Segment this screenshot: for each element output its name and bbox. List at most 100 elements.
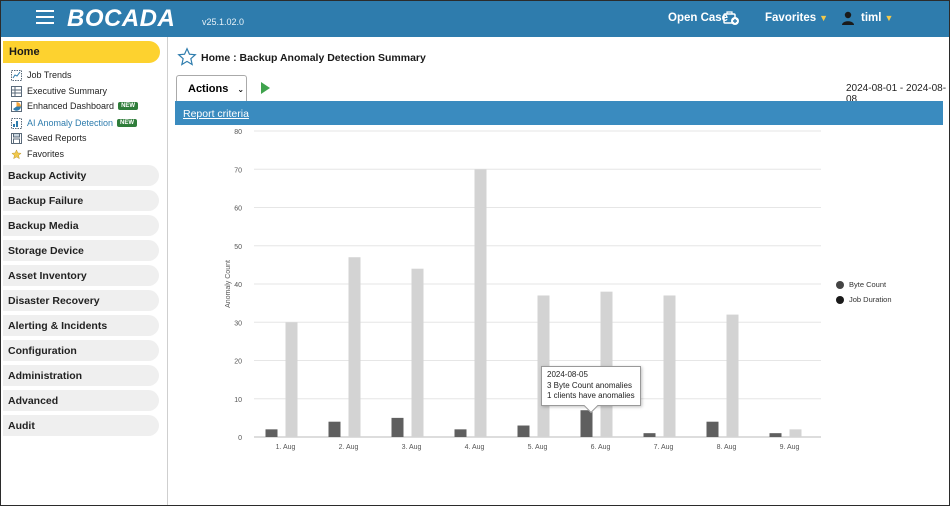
sidebar-item-label: Favorites [27, 149, 65, 159]
legend-dot [836, 295, 844, 304]
sidebar-item-label: Enhanced Dashboard [27, 101, 115, 111]
x-tick-label: 5. Aug [528, 444, 548, 451]
bar-job-duration[interactable] [663, 295, 676, 437]
y-tick-label: 80 [234, 129, 242, 136]
legend-dot [836, 280, 844, 289]
sidebar-section-backup-activity[interactable]: Backup Activity [3, 165, 159, 186]
bar-job-duration[interactable] [726, 314, 739, 437]
tooltip-date: 2024-08-05 [547, 370, 588, 379]
x-tick-label: 9. Aug [780, 444, 800, 451]
sidebar-item-label: Executive Summary [27, 86, 108, 96]
favorite-star-icon[interactable] [177, 47, 197, 67]
bar-byte-count[interactable] [643, 433, 656, 437]
chart-tooltip: 2024-08-05 3 Byte Count anomalies 1 clie… [541, 366, 641, 414]
bar-job-duration[interactable] [411, 268, 424, 437]
tooltip-clients: 1 clients have anomalies [547, 391, 635, 400]
sidebar-item-job-trends[interactable]: Job Trends [11, 68, 72, 82]
new-badge: NEW [118, 102, 139, 110]
bar-byte-count[interactable] [391, 417, 404, 437]
y-axis-label: Anomaly Count [225, 260, 232, 308]
favorites-dropdown[interactable]: Favorites ▼ [765, 12, 828, 24]
bar-byte-count[interactable] [706, 421, 719, 437]
bar-job-duration[interactable] [600, 291, 613, 437]
bar-job-duration[interactable] [474, 169, 487, 437]
chevron-down-icon: ▼ [884, 13, 894, 23]
hamburger-menu-icon[interactable] [36, 10, 54, 26]
sidebar-section-alerting-incidents[interactable]: Alerting & Incidents [3, 315, 159, 336]
sidebar-section-disaster-recovery[interactable]: Disaster Recovery [3, 290, 159, 311]
saved-reports-icon [11, 132, 22, 144]
sidebar-item-enhanced-dashboard[interactable]: Enhanced Dashboard NEW [11, 99, 139, 113]
bar-byte-count[interactable] [769, 433, 782, 437]
favorites-label: Favorites [765, 12, 817, 24]
actions-label: Actions [188, 83, 229, 95]
x-tick-label: 4. Aug [465, 444, 485, 451]
user-icon[interactable] [841, 11, 855, 25]
y-tick-label: 50 [234, 244, 242, 251]
y-tick-label: 20 [234, 359, 242, 366]
legend-label: Byte Count [849, 280, 887, 289]
bar-byte-count[interactable] [454, 429, 467, 437]
report-criteria-bar: Report criteria [175, 101, 943, 125]
tooltip-byte-count: 3 Byte Count anomalies [547, 380, 632, 390]
bar-byte-count[interactable] [328, 421, 341, 437]
sidebar-item-label: Job Trends [27, 70, 72, 80]
bar-job-duration[interactable] [348, 257, 361, 437]
chevron-down-icon: ▼ [819, 13, 829, 23]
star-icon [11, 148, 22, 160]
sidebar-section-backup-media[interactable]: Backup Media [3, 215, 159, 236]
legend-label: Job Duration [849, 295, 892, 304]
username-label: timl [861, 12, 882, 24]
anomaly-bar-chart: 0 10 20 30 40 50 60 70 80 Anomaly Count 1. Aug 2. A… [225, 129, 821, 451]
sidebar-item-label: AI Anomaly Detection [27, 118, 114, 128]
y-tick-label: 10 [234, 397, 242, 404]
breadcrumb: Home : Backup Anomaly Detection Summary [201, 52, 426, 64]
sidebar-item-ai-anomaly-detection[interactable]: AI Anomaly Detection NEW [11, 116, 138, 130]
chevron-down-icon: ⌄ [237, 85, 245, 94]
anomaly-chart: 0 10 20 30 40 50 60 70 80 Anomaly Count 1. Aug 2. A… [175, 125, 949, 505]
sidebar-section-administration[interactable]: Administration [3, 365, 159, 386]
sidebar: Home Job Trends Executive Summary Enhanc… [1, 37, 168, 505]
run-report-play-icon[interactable] [261, 82, 270, 94]
new-badge: NEW [117, 119, 138, 127]
sidebar-section-audit[interactable]: Audit [3, 415, 159, 436]
version-label: v25.1.02.0 [202, 17, 245, 27]
sidebar-section-asset-inventory[interactable]: Asset Inventory [3, 265, 159, 286]
anomaly-icon [11, 117, 22, 129]
sidebar-item-favorites[interactable]: Favorites [11, 147, 64, 161]
user-dropdown[interactable]: timl ▼ [861, 12, 893, 24]
bar-byte-count[interactable] [265, 429, 278, 437]
sidebar-section-storage-device[interactable]: Storage Device [3, 240, 159, 261]
legend-item-byte-count[interactable]: Byte Count [836, 280, 886, 289]
actions-dropdown[interactable]: Actions ⌄ [176, 75, 247, 101]
y-tick-label: 0 [238, 435, 242, 442]
bar-job-duration[interactable] [789, 429, 802, 437]
bar-byte-count[interactable] [580, 410, 593, 437]
sidebar-section-advanced[interactable]: Advanced [3, 390, 159, 411]
sidebar-item-executive-summary[interactable]: Executive Summary [11, 84, 107, 98]
y-tick-label: 70 [234, 167, 242, 174]
x-tick-label: 1. Aug [276, 444, 296, 451]
date-range: 2024-08-01 - 2024-08-08 [846, 83, 947, 105]
sidebar-item-home[interactable]: Home [3, 41, 160, 63]
sidebar-item-label: Saved Reports [27, 133, 87, 143]
bar-byte-count[interactable] [517, 425, 530, 437]
y-tick-label: 40 [234, 282, 242, 289]
sidebar-section-configuration[interactable]: Configuration [3, 340, 159, 361]
dashboard-icon [11, 100, 22, 112]
x-tick-label: 7. Aug [654, 444, 674, 451]
x-tick-label: 2. Aug [339, 444, 359, 451]
x-tick-label: 6. Aug [591, 444, 611, 451]
bocada-logo[interactable]: BOCADA [67, 5, 176, 32]
open-case-link[interactable]: Open Case [668, 12, 729, 24]
x-tick-label: 8. Aug [717, 444, 737, 451]
y-tick-label: 30 [234, 320, 242, 327]
report-criteria-link[interactable]: Report criteria [183, 108, 249, 120]
sidebar-section-backup-failure[interactable]: Backup Failure [3, 190, 159, 211]
sidebar-item-saved-reports[interactable]: Saved Reports [11, 131, 87, 145]
legend-item-job-duration[interactable]: Job Duration [836, 295, 892, 304]
bar-job-duration[interactable] [285, 322, 298, 437]
job-trends-icon [11, 69, 22, 81]
open-case-icon[interactable] [723, 10, 739, 26]
